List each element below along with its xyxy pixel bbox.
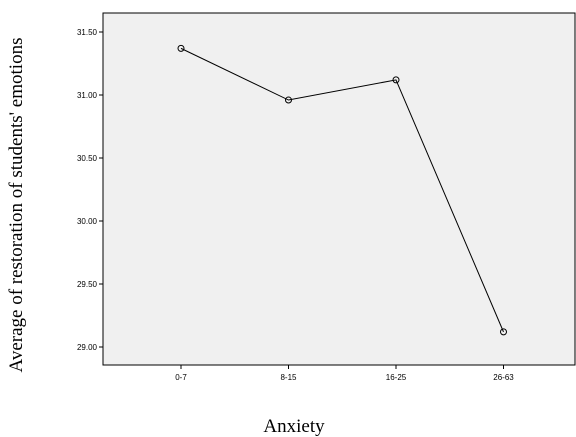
y-tick-label: 31.50 bbox=[77, 28, 98, 37]
y-tick-label: 29.50 bbox=[77, 280, 98, 289]
data-markers bbox=[177, 44, 507, 336]
data-point-16-25 bbox=[392, 76, 400, 84]
data-point-26-63 bbox=[500, 328, 507, 336]
y-tick-label: 30.00 bbox=[77, 217, 98, 226]
y-tick-label: 30.50 bbox=[77, 154, 98, 163]
y-tick-label: 29.00 bbox=[77, 343, 98, 352]
data-point-0-7 bbox=[177, 44, 185, 52]
data-point-8-15 bbox=[285, 96, 292, 104]
y-axis-title: Average of restoration of students' emot… bbox=[6, 38, 27, 373]
y-axis: 29.00 29.50 30.00 30.50 31.00 31.50 bbox=[77, 28, 103, 352]
x-tick-label: 26-63 bbox=[493, 373, 514, 382]
x-tick-label: 16-25 bbox=[386, 373, 407, 382]
x-axis: 0-7 8-15 16-25 26-63 bbox=[175, 365, 514, 382]
x-axis-title: Anxiety bbox=[263, 416, 325, 437]
x-tick-label: 8-15 bbox=[280, 373, 297, 382]
plot-area bbox=[102, 12, 576, 366]
x-tick-label: 0-7 bbox=[175, 373, 187, 382]
series-line bbox=[180, 47, 504, 333]
y-tick-label: 31.00 bbox=[77, 91, 98, 100]
